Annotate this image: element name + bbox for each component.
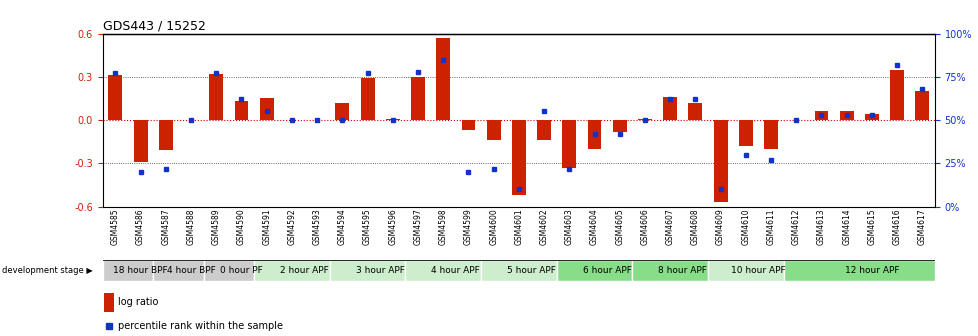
Bar bbox=[707, 260, 782, 281]
Bar bbox=[103, 260, 154, 281]
Bar bbox=[638, 119, 651, 120]
Bar bbox=[461, 120, 475, 130]
Bar bbox=[537, 120, 551, 140]
Text: 6 hour APF: 6 hour APF bbox=[582, 266, 631, 275]
Bar bbox=[158, 120, 172, 151]
Bar bbox=[254, 260, 330, 281]
Bar bbox=[203, 260, 254, 281]
Bar bbox=[154, 260, 203, 281]
Bar bbox=[713, 120, 727, 202]
Bar bbox=[914, 91, 928, 120]
Bar bbox=[405, 260, 480, 281]
Bar bbox=[360, 78, 375, 120]
Bar bbox=[335, 103, 349, 120]
Text: 3 hour APF: 3 hour APF bbox=[355, 266, 404, 275]
Text: log ratio: log ratio bbox=[117, 297, 158, 307]
Bar bbox=[480, 260, 556, 281]
Bar bbox=[814, 112, 827, 120]
Bar bbox=[738, 120, 752, 146]
Bar bbox=[105, 293, 114, 312]
Bar bbox=[511, 120, 525, 195]
Bar bbox=[688, 103, 701, 120]
Text: 2 hour APF: 2 hour APF bbox=[280, 266, 329, 275]
Bar bbox=[486, 120, 500, 140]
Bar bbox=[436, 38, 450, 120]
Bar bbox=[259, 98, 274, 120]
Bar bbox=[782, 260, 934, 281]
Bar bbox=[235, 101, 248, 120]
Bar bbox=[109, 75, 122, 120]
Text: GDS443 / 15252: GDS443 / 15252 bbox=[103, 19, 205, 33]
Text: 0 hour PF: 0 hour PF bbox=[220, 266, 263, 275]
Bar bbox=[865, 114, 878, 120]
Text: 18 hour BPF: 18 hour BPF bbox=[113, 266, 168, 275]
Bar bbox=[612, 120, 626, 132]
Bar bbox=[411, 77, 424, 120]
Bar bbox=[330, 260, 405, 281]
Bar bbox=[662, 97, 677, 120]
Bar bbox=[134, 120, 148, 162]
Text: 12 hour APF: 12 hour APF bbox=[844, 266, 898, 275]
Bar bbox=[839, 112, 853, 120]
Text: 8 hour APF: 8 hour APF bbox=[657, 266, 706, 275]
Bar bbox=[587, 120, 600, 149]
Text: 4 hour BPF: 4 hour BPF bbox=[166, 266, 215, 275]
Text: 10 hour APF: 10 hour APF bbox=[731, 266, 785, 275]
Bar bbox=[561, 120, 576, 168]
Bar bbox=[632, 260, 707, 281]
Bar bbox=[385, 119, 399, 120]
Text: percentile rank within the sample: percentile rank within the sample bbox=[117, 321, 283, 331]
Bar bbox=[763, 120, 778, 149]
Text: 4 hour APF: 4 hour APF bbox=[431, 266, 480, 275]
Bar bbox=[889, 70, 903, 120]
Bar bbox=[556, 260, 632, 281]
Bar bbox=[209, 74, 223, 120]
Text: 5 hour APF: 5 hour APF bbox=[507, 266, 556, 275]
Text: development stage ▶: development stage ▶ bbox=[2, 266, 93, 275]
